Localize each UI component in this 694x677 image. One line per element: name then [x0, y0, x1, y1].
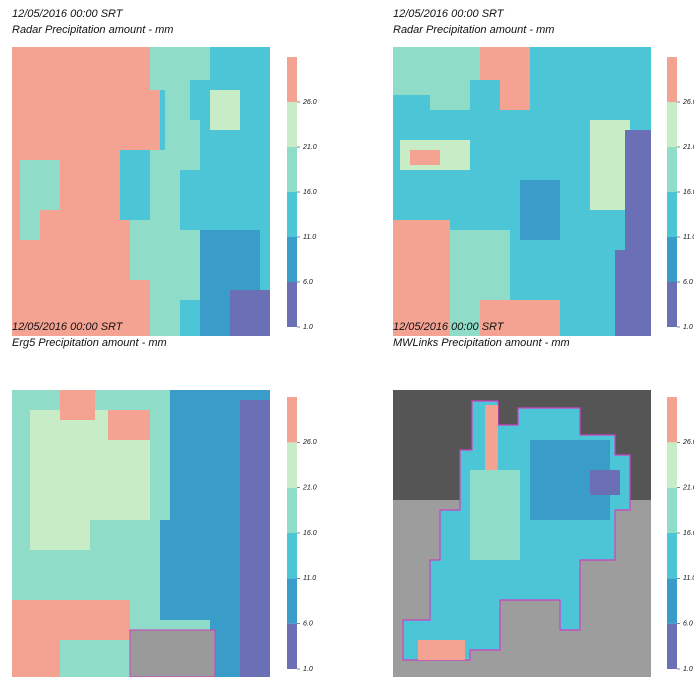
colorbar-tick-label: 6.0	[303, 279, 313, 286]
colorbar-segment	[287, 192, 297, 237]
colorbar-segment	[667, 282, 677, 327]
colorbar-tick-label: 1.0	[683, 666, 693, 673]
colorbar-segment	[667, 192, 677, 237]
colorbar-tick-label: 26.0	[682, 439, 694, 446]
colorbar-segment	[287, 57, 297, 102]
map-2	[12, 390, 270, 677]
colorbar-tick-label: 11.0	[683, 575, 694, 582]
map-3	[393, 390, 651, 677]
colorbar-tick-label: 26.0	[682, 99, 694, 106]
colorbar-segment	[287, 102, 297, 147]
colorbar-segment	[287, 397, 297, 442]
colorbar-tick-label: 1.0	[303, 666, 313, 673]
colorbar-tick-label: 1.0	[683, 324, 693, 331]
colorbar-tick-label: 6.0	[683, 279, 693, 286]
colorbar-tick-label: 11.0	[303, 575, 316, 582]
colorbar-segment	[667, 578, 677, 623]
colorbar-tick-label: 21.0	[302, 485, 317, 492]
colorbar-segment	[287, 237, 297, 282]
map-1	[393, 47, 651, 336]
colorbar-tick-label: 6.0	[303, 621, 313, 628]
colorbar-segment	[287, 442, 297, 487]
colorbar-segment	[287, 282, 297, 327]
colorbar-segment	[667, 102, 677, 147]
panel-title: Radar Precipitation amount - mm	[393, 24, 554, 36]
colorbar-segment	[667, 147, 677, 192]
panel-timestamp: 12/05/2016 00:00 SRT	[393, 8, 505, 20]
colorbar-segment	[667, 533, 677, 578]
panel-timestamp: 12/05/2016 00:00 SRT	[393, 321, 505, 333]
colorbar-segment	[667, 488, 677, 533]
colorbar-tick-label: 16.0	[683, 530, 694, 537]
colorbar-tick-label: 16.0	[303, 530, 317, 537]
colorbar-tick-label: 6.0	[683, 621, 693, 628]
panel-timestamp: 12/05/2016 00:00 SRT	[12, 8, 124, 20]
colorbar-tick-label: 21.0	[682, 144, 694, 151]
colorbar-tick-label: 1.0	[303, 324, 313, 331]
colorbar-tick-label: 21.0	[302, 144, 317, 151]
colorbar-segment	[667, 237, 677, 282]
colorbar-tick-label: 26.0	[302, 99, 317, 106]
colorbar-tick-label: 21.0	[682, 485, 694, 492]
colorbar-segment	[667, 442, 677, 487]
colorbar-segment	[287, 488, 297, 533]
colorbar-segment	[287, 624, 297, 669]
colorbar-tick-label: 16.0	[683, 189, 694, 196]
page: {"panels": [ {"timestamp": "12/05/2016 0…	[0, 0, 694, 677]
panel-title: Radar Precipitation amount - mm	[12, 24, 173, 36]
colorbar-tick-label: 26.0	[302, 439, 317, 446]
panel-title: Erg5 Precipitation amount - mm	[12, 337, 167, 349]
panel-timestamp: 12/05/2016 00:00 SRT	[12, 321, 124, 333]
colorbar-tick-label: 11.0	[303, 234, 316, 241]
colorbar-segment	[667, 397, 677, 442]
map-0	[12, 47, 270, 336]
colorbar-segment	[287, 533, 297, 578]
colorbar-segment	[287, 578, 297, 623]
figure: 12/05/2016 00:00 SRT Radar Precipitation …	[0, 0, 694, 677]
colorbar-segment	[667, 624, 677, 669]
panel-title: MWLinks Precipitation amount - mm	[393, 337, 570, 349]
colorbar-tick-label: 11.0	[683, 234, 694, 241]
colorbar-segment	[667, 57, 677, 102]
colorbar-segment	[287, 147, 297, 192]
colorbar-tick-label: 16.0	[303, 189, 317, 196]
